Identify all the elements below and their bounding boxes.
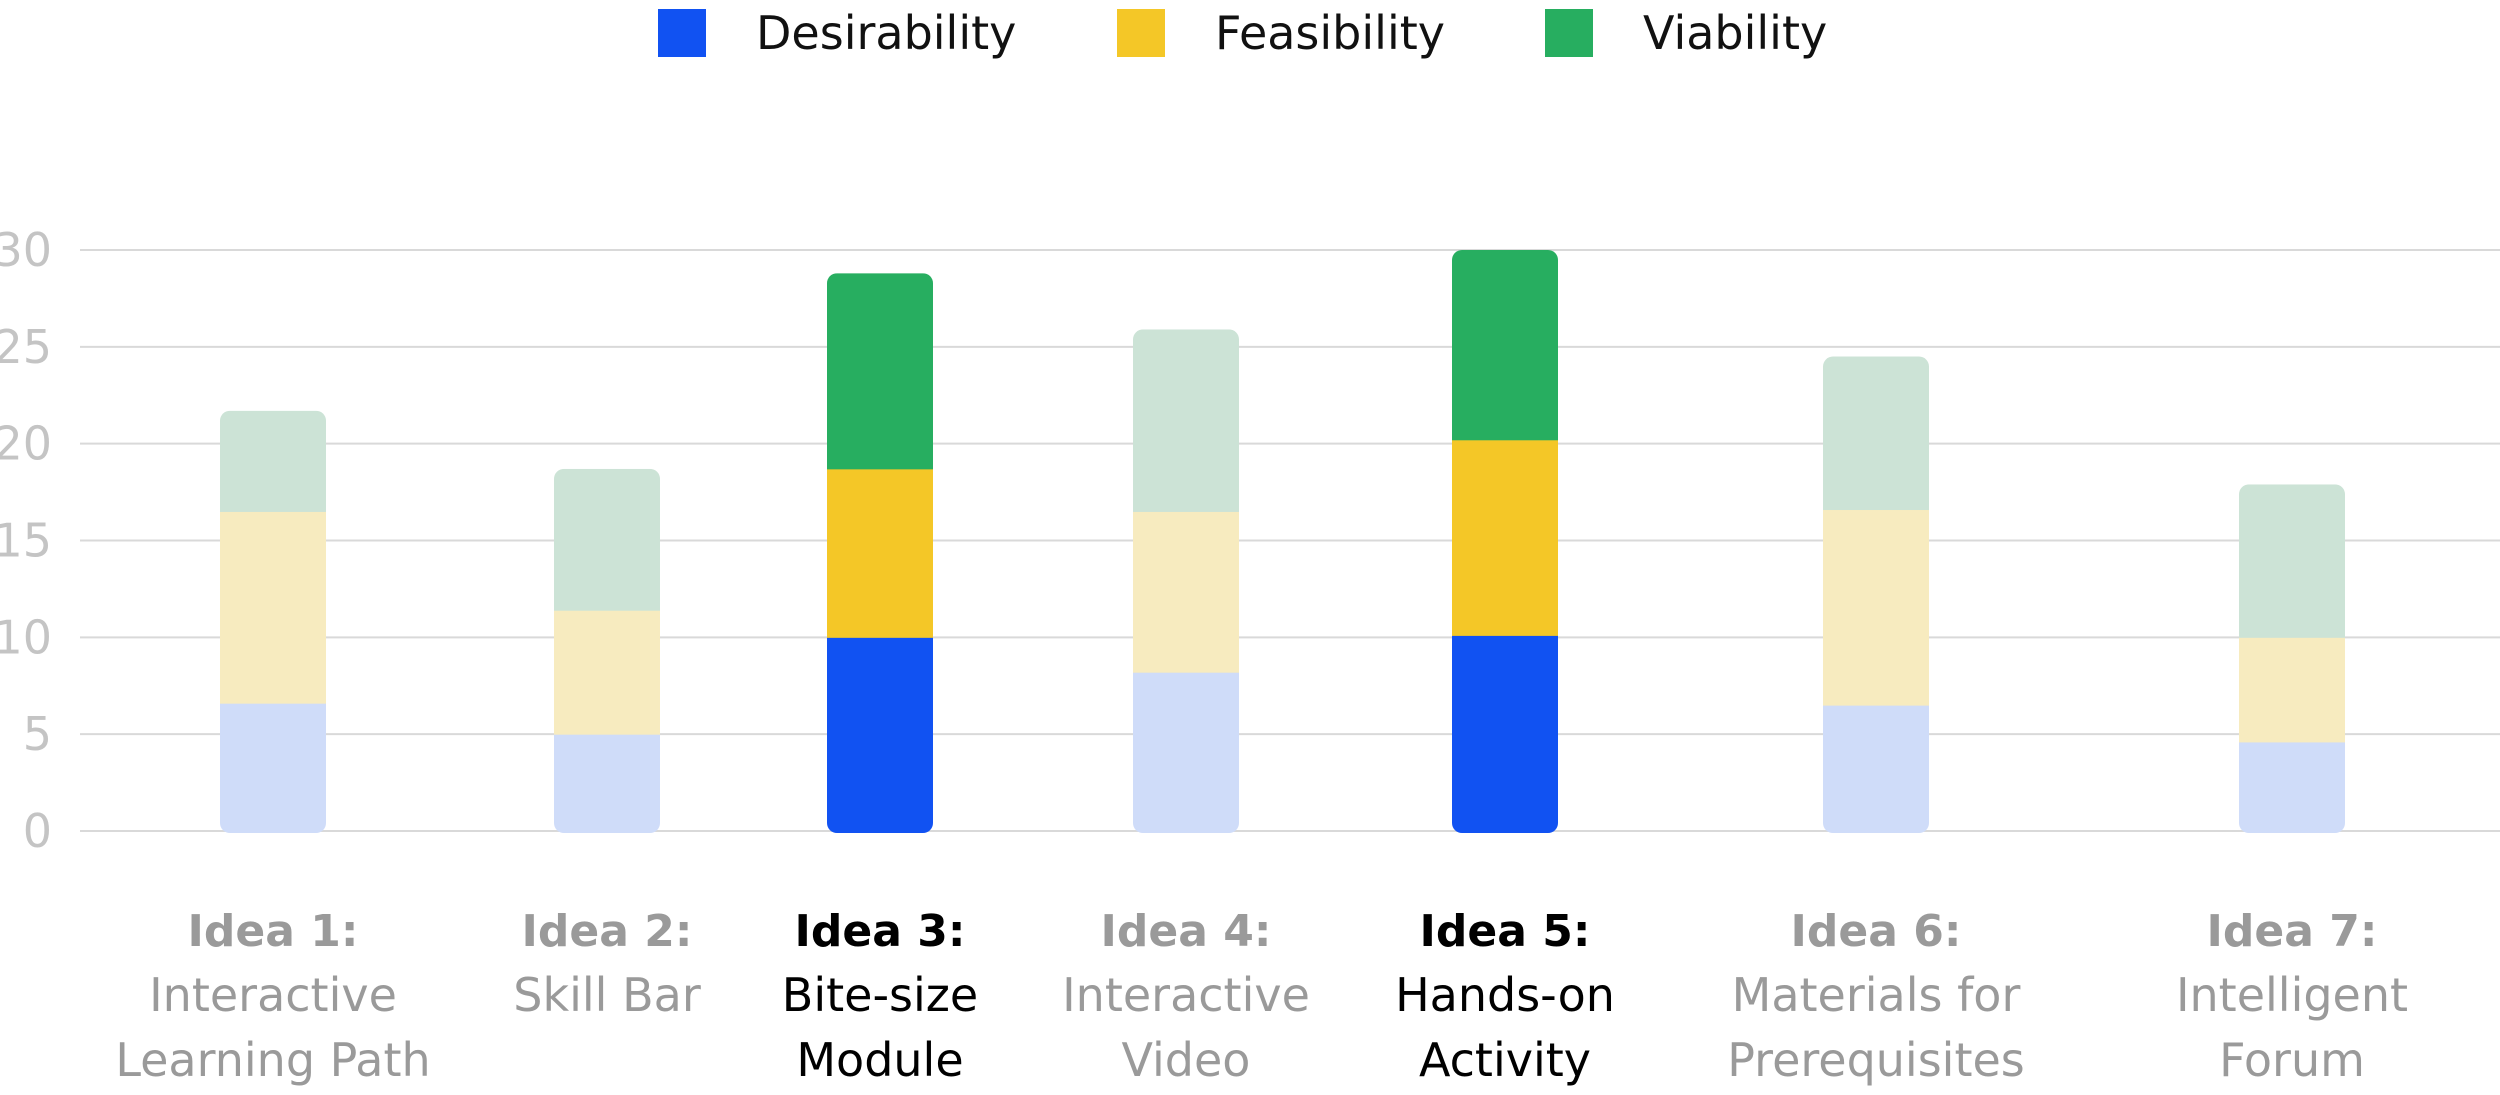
x-label-name-line: Activity	[1419, 1033, 1591, 1087]
legend-item-viability: Viability	[1545, 6, 1827, 60]
y-tick-label: 25	[0, 320, 52, 374]
bar-segment-viability	[1823, 356, 1929, 511]
x-label-idea-2: Idea 2: Skill Bar	[513, 906, 701, 1022]
x-label-name-line: Learning Path	[115, 1033, 430, 1087]
y-tick-label: 30	[0, 223, 52, 277]
legend-label-feasibility: Feasibility	[1215, 6, 1445, 60]
x-label-name-line: Materials for	[1732, 968, 2021, 1022]
y-tick-label: 15	[0, 514, 52, 568]
x-label-name-line: Skill Bar	[513, 968, 701, 1022]
x-label-name-line: Video	[1122, 1033, 1251, 1087]
bar-segment-feasibility	[554, 610, 660, 735]
bar-segment-desirability	[2239, 741, 2345, 833]
legend-label-viability: Viability	[1643, 6, 1827, 60]
bar-stack-7	[2239, 484, 2345, 833]
legend-swatch-desirability	[658, 9, 706, 57]
bar-segment-viability	[1133, 329, 1239, 512]
bar-segment-desirability	[1452, 635, 1558, 833]
x-label-name-line: Prerequisites	[1727, 1033, 2025, 1087]
y-tick-label: 5	[23, 707, 52, 761]
gridlines	[80, 249, 2500, 832]
bar-stack-3	[827, 273, 933, 833]
x-label-id: Idea 2:	[522, 906, 693, 957]
x-label-id: Idea 1:	[188, 906, 359, 957]
x-label-id: Idea 3:	[795, 906, 966, 957]
x-label-name-line: Intelligent	[2176, 968, 2408, 1022]
legend-swatch-feasibility	[1117, 9, 1165, 57]
chart-legend: Desirability Feasibility Viability	[658, 6, 1827, 60]
legend-label-desirability: Desirability	[756, 6, 1016, 60]
x-label-name-line: Forum	[2219, 1033, 2365, 1087]
bar-segment-feasibility	[1452, 439, 1558, 636]
x-label-id: Idea 4:	[1101, 906, 1272, 957]
bar-segment-feasibility	[827, 468, 933, 638]
legend-item-feasibility: Feasibility	[1117, 6, 1445, 60]
bar-segment-desirability	[1133, 672, 1239, 833]
x-label-idea-3: Idea 3: Bite-size Module	[782, 906, 978, 1087]
x-label-name-line: Hands-on	[1395, 968, 1615, 1022]
bar-segment-viability	[1452, 250, 1558, 441]
bar-segment-feasibility	[220, 511, 326, 704]
x-label-id: Idea 5:	[1420, 906, 1591, 957]
bar-segment-viability	[2239, 484, 2345, 638]
x-label-name-line: Interactive	[1062, 968, 1310, 1022]
bar-stack-1	[220, 410, 326, 833]
bar-stack-4	[1133, 329, 1239, 833]
bar-segment-feasibility	[1823, 509, 1929, 706]
x-label-idea-6: Idea 6: Materials for Prerequisites	[1727, 906, 2025, 1087]
bar-segment-desirability	[1823, 705, 1929, 833]
bar-stack-2	[554, 468, 660, 833]
y-axis-ticks: 0 5 10 15 20 25 30	[0, 223, 52, 858]
x-label-name-line: Module	[796, 1033, 963, 1087]
x-label-idea-7: Idea 7: Intelligent Forum	[2176, 906, 2408, 1087]
legend-swatch-viability	[1545, 9, 1593, 57]
y-tick-label: 20	[0, 417, 52, 471]
y-tick-label: 10	[0, 610, 52, 664]
x-label-id: Idea 6:	[1791, 906, 1962, 957]
bar-stack-6	[1823, 356, 1929, 833]
bar-segment-viability	[554, 468, 660, 611]
x-label-idea-1: Idea 1: Interactive Learning Path	[115, 906, 430, 1087]
bar-segment-feasibility	[1133, 511, 1239, 673]
x-label-idea-4: Idea 4: Interactive Video	[1062, 906, 1310, 1087]
bar-segment-viability	[827, 273, 933, 470]
x-label-name-line: Bite-size	[782, 968, 978, 1022]
x-label-id: Idea 7:	[2207, 906, 2378, 957]
bar-stack-5	[1452, 250, 1558, 833]
x-label-idea-5: Idea 5: Hands-on Activity	[1395, 906, 1615, 1087]
bar-segment-viability	[220, 410, 326, 512]
bars	[220, 250, 2345, 833]
bar-segment-feasibility	[2239, 637, 2345, 743]
legend-item-desirability: Desirability	[658, 6, 1016, 60]
bar-segment-desirability	[220, 703, 326, 833]
x-label-name-line: Interactive	[149, 968, 397, 1022]
x-axis-labels: Idea 1: Interactive Learning Path Idea 2: Sk…	[115, 906, 2408, 1087]
bar-segment-desirability	[827, 637, 933, 833]
bar-segment-desirability	[554, 734, 660, 833]
y-tick-label: 0	[23, 804, 52, 858]
